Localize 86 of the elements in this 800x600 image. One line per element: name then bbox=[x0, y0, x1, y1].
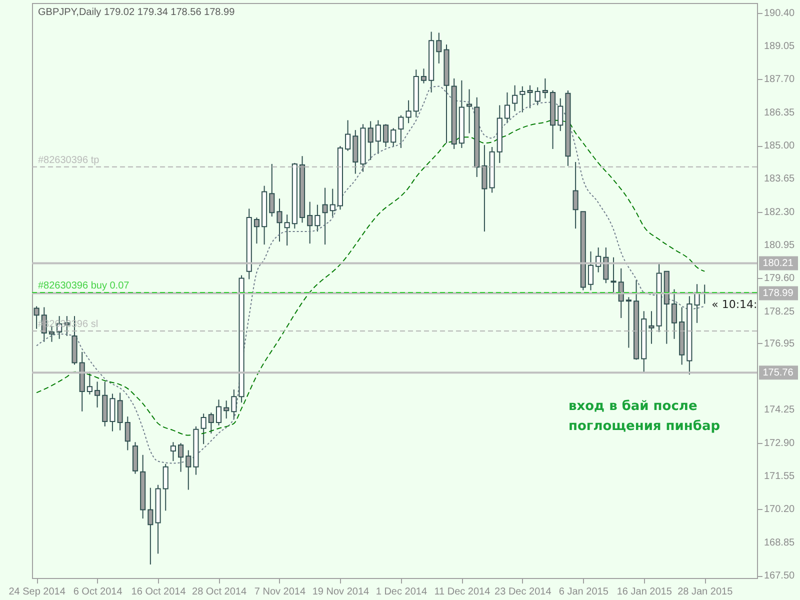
x-tick-label: 23 Dec 2014 bbox=[494, 586, 552, 598]
ref-line-label: 180.21 bbox=[762, 258, 794, 270]
ref-line-label: 178.99 bbox=[762, 288, 794, 300]
x-tick-label: 28 Oct 2014 bbox=[192, 586, 247, 598]
y-tick-label: 189.05 bbox=[764, 41, 796, 52]
candlestick bbox=[482, 144, 488, 232]
candlestick bbox=[200, 413, 206, 445]
candlestick bbox=[368, 120, 374, 161]
candlestick bbox=[694, 284, 700, 324]
candlestick bbox=[330, 188, 336, 218]
candlestick bbox=[345, 120, 351, 152]
y-tick-label: 179.60 bbox=[764, 273, 796, 284]
y-tick-label: 174.25 bbox=[764, 404, 796, 416]
candlestick bbox=[534, 86, 540, 106]
ref-line-label: 175.76 bbox=[762, 368, 794, 379]
y-tick-label: 167.50 bbox=[764, 570, 796, 582]
y-tick-label: 178.25 bbox=[764, 306, 796, 318]
candlestick bbox=[390, 128, 396, 148]
candlestick bbox=[86, 371, 92, 395]
candlestick bbox=[588, 250, 594, 291]
ref-line-label: #82630396 buy 0.07 bbox=[38, 280, 130, 292]
x-tick-label: 16 Oct 2014 bbox=[131, 586, 186, 598]
candlestick bbox=[398, 114, 404, 148]
x-tick-label: 19 Nov 2014 bbox=[312, 586, 370, 598]
candlestick bbox=[558, 98, 564, 132]
candlestick bbox=[94, 381, 100, 408]
annotation: вход в бай после поглощения пинбар bbox=[568, 398, 720, 434]
x-tick-label: 24 Sep 2014 bbox=[8, 586, 66, 598]
candlestick bbox=[307, 201, 313, 244]
candlestick bbox=[542, 78, 548, 99]
x-tick-label: 16 Jan 2015 bbox=[616, 586, 672, 598]
x-tick-label: 6 Oct 2014 bbox=[73, 586, 123, 598]
candlestick bbox=[671, 288, 678, 340]
x-tick-label: 11 Dec 2014 bbox=[434, 586, 491, 598]
y-tick-label: 170.20 bbox=[764, 504, 796, 516]
y-tick-label: 171.55 bbox=[764, 471, 796, 482]
candlestick bbox=[375, 120, 381, 154]
x-tick-label: 7 Nov 2014 bbox=[254, 586, 306, 598]
candlestick bbox=[276, 198, 282, 242]
candlestick bbox=[648, 310, 654, 344]
candlestick bbox=[322, 187, 328, 246]
candlestick bbox=[527, 84, 533, 109]
candlestick bbox=[618, 268, 624, 319]
candlestick bbox=[269, 163, 275, 218]
x-tick-label: 28 Jan 2015 bbox=[678, 586, 734, 598]
candlestick bbox=[572, 161, 578, 230]
y-tick-label: 172.90 bbox=[764, 438, 796, 449]
ref-line-label: #82630396 tp bbox=[38, 154, 100, 166]
candlestick bbox=[186, 450, 192, 490]
y-tick-label: 186.35 bbox=[764, 107, 796, 118]
candlestick bbox=[224, 400, 230, 420]
candlestick bbox=[504, 92, 510, 124]
candlestick bbox=[148, 487, 154, 565]
candlestick bbox=[178, 442, 184, 472]
text: « 10:14: bbox=[712, 298, 758, 312]
candlestick bbox=[208, 412, 214, 434]
y-tick-label: 187.70 bbox=[764, 74, 796, 86]
y-tick-label: 168.85 bbox=[764, 537, 796, 548]
candlestick bbox=[110, 393, 116, 432]
candlestick bbox=[254, 217, 260, 244]
x-tick-label: 1 Dec 2014 bbox=[376, 586, 428, 598]
x-tick-label: 6 Jan 2015 bbox=[558, 586, 609, 598]
candlestick bbox=[610, 256, 616, 295]
candlestick bbox=[466, 88, 472, 134]
candlestick bbox=[216, 399, 222, 426]
y-tick-label: 182.30 bbox=[764, 206, 796, 218]
candlestick bbox=[117, 392, 123, 431]
candlestick bbox=[512, 84, 518, 112]
candlestick bbox=[231, 389, 237, 420]
candlestick bbox=[420, 68, 427, 84]
y-tick-label: 185.00 bbox=[764, 140, 796, 152]
candlestick bbox=[436, 32, 442, 64]
y-tick-label: 176.95 bbox=[764, 338, 796, 350]
candlestick bbox=[382, 124, 389, 148]
candlestick bbox=[520, 86, 526, 113]
y-tick-label: 190.40 bbox=[764, 8, 796, 19]
y-tick-label: 180.95 bbox=[764, 240, 796, 252]
candlestick bbox=[124, 416, 130, 451]
candlestick bbox=[314, 204, 320, 232]
candlestick bbox=[162, 463, 168, 512]
candlestick bbox=[406, 100, 412, 124]
y-tick-label: 183.65 bbox=[764, 174, 796, 185]
chart-title: GBPJPY,Daily 179.02 179.34 178.56 178.99 bbox=[38, 7, 236, 18]
candlestick bbox=[170, 442, 176, 462]
candlestick bbox=[626, 296, 632, 348]
candlestick bbox=[284, 214, 290, 246]
